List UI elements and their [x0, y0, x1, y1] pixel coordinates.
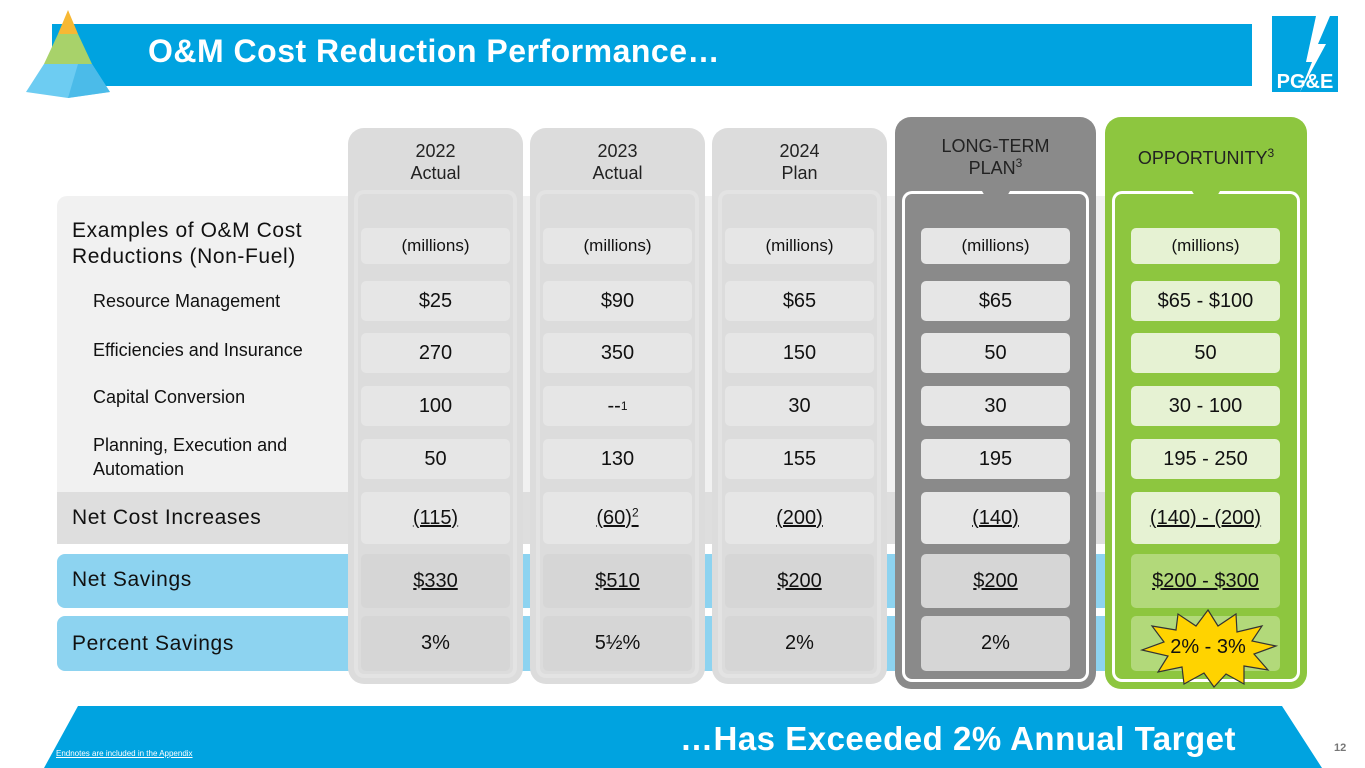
net-cost-cell: (140): [921, 492, 1070, 544]
net-savings-cell: $330: [361, 554, 510, 608]
net-savings-cell: $510: [543, 554, 692, 608]
units-cell: (millions): [1131, 228, 1280, 264]
pge-logo: PG&E: [1272, 16, 1338, 93]
value-cell: $90: [543, 281, 692, 321]
value-cell: 50: [1131, 333, 1280, 373]
percent-cell: 2%: [921, 616, 1070, 671]
percent-cell: 3%: [361, 616, 510, 671]
percent-cell: 2%: [725, 616, 874, 671]
column-heading: OPPORTUNITY3: [1137, 146, 1275, 168]
sub-label-capital: Capital Conversion: [93, 387, 246, 407]
value-cell: $65 - $100: [1131, 281, 1280, 321]
sub-label-planning: Planning, Execution and Automation: [93, 435, 288, 479]
value-cell: $65: [921, 281, 1070, 321]
footer-tagline: …Has Exceeded 2% Annual Target: [680, 720, 1237, 757]
net-cost-cell: (115): [361, 492, 510, 544]
net-savings-cell: $200 - $300: [1131, 554, 1280, 608]
units-cell: (millions): [543, 228, 692, 264]
net-savings-cell: $200: [921, 554, 1070, 608]
footer-bar: [44, 706, 1322, 768]
units-cell: (millions): [725, 228, 874, 264]
starburst-icon: [1139, 608, 1278, 688]
percent-savings-label: Percent Savings: [72, 632, 234, 655]
value-cell: 195 - 250: [1131, 439, 1280, 479]
value-cell: 50: [921, 333, 1070, 373]
value-cell: 150: [725, 333, 874, 373]
value-cell: 350: [543, 333, 692, 373]
value-cell: 130: [543, 439, 692, 479]
svg-text:PG&E: PG&E: [1277, 71, 1334, 93]
net-cost-cell: (200): [725, 492, 874, 544]
units-cell: (millions): [921, 228, 1070, 264]
page-title: O&M Cost Reduction Performance…: [148, 33, 721, 69]
percent-cell: 5½%: [543, 616, 692, 671]
value-cell: 30 - 100: [1131, 386, 1280, 426]
value-cell: 30: [725, 386, 874, 426]
value-cell: $25: [361, 281, 510, 321]
net-cost-cell: (60)2: [543, 492, 692, 544]
value-cell: 50: [361, 439, 510, 479]
title-bar: [52, 24, 1252, 86]
value-cell: 195: [921, 439, 1070, 479]
net-cost-cell: (140) - (200): [1131, 492, 1280, 544]
net-cost-label: Net Cost Increases: [72, 506, 262, 529]
value-cell: $65: [725, 281, 874, 321]
value-cell: 270: [361, 333, 510, 373]
column-heading: 2023 Actual: [592, 141, 643, 183]
examples-label: Examples of O&M Cost Reductions (Non-Fue…: [72, 219, 303, 268]
column-heading: 2024 Plan: [779, 141, 820, 183]
value-cell: -- 1: [543, 386, 692, 426]
percent-cell: 2% - 3%: [1170, 636, 1246, 658]
net-savings-label: Net Savings: [72, 568, 192, 591]
endnote-link[interactable]: Endnotes are included in the Appendix: [56, 749, 193, 758]
page-number: 12: [1334, 742, 1347, 754]
value-cell: 30: [921, 386, 1070, 426]
value-cell: 155: [725, 439, 874, 479]
column-heading: LONG-TERM PLAN3: [941, 136, 1050, 178]
sub-label-resource: Resource Management: [93, 291, 281, 311]
units-cell: (millions): [361, 228, 510, 264]
value-cell: 100: [361, 386, 510, 426]
column-heading: 2022 Actual: [410, 141, 461, 183]
sub-label-efficiencies: Efficiencies and Insurance: [93, 340, 303, 360]
net-savings-cell: $200: [725, 554, 874, 608]
pyramid-icon: [26, 10, 110, 98]
